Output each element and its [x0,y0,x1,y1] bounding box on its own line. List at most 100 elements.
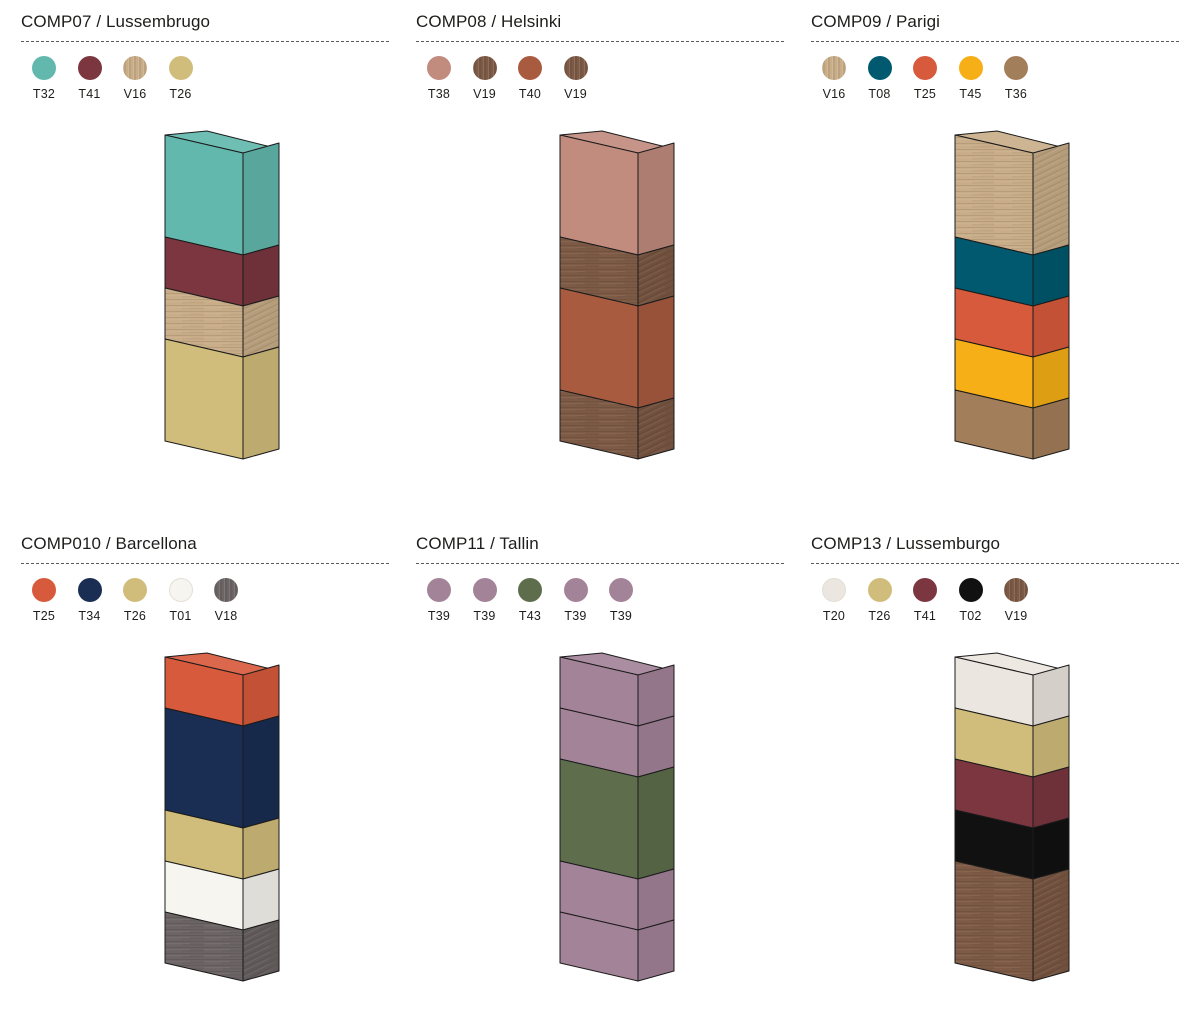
swatch-code-label: T26 [868,609,891,623]
color-swatch: T40 [507,54,553,110]
color-swatch: V16 [811,54,857,110]
module-side-face [242,715,280,829]
swatch-code-label: V18 [214,609,238,623]
swatch-color-dot [913,56,937,80]
title-divider [416,41,784,42]
composition-title: COMP13 / Lussemburgo [811,534,1001,553]
swatch-color-dot [822,578,846,602]
swatch-color-dot [427,56,451,80]
swatch-color-dot [77,578,102,602]
swatch-color-dot [77,56,102,80]
cabinet-module [954,656,1070,727]
composition-panel-comp09: COMP09 / Parigi V16 T08 T25 T45 T36 [811,0,1181,500]
color-swatch: T01 [158,576,204,632]
cabinet-module [164,656,280,727]
color-swatch: V16 [112,54,158,110]
swatch-code-label: T08 [868,87,891,101]
composition-title: COMP08 / Helsinki [416,12,562,31]
module-front-face [164,707,244,829]
module-side-face [242,142,280,256]
module-front-face [559,287,639,409]
cabinet-module [559,911,675,982]
composition-panel-comp010: COMP010 / Barcellona T25 T34 T26 T01 V18 [21,522,391,1022]
swatch-code-label: T39 [609,609,633,623]
color-swatch: T41 [67,54,113,110]
color-swatch: V19 [553,54,599,110]
cabinet-module [559,134,675,256]
swatch-color-dot [168,578,193,602]
swatch-code-label: T25 [32,609,56,623]
swatch-color-dot [518,56,542,80]
module-front-face [954,134,1034,256]
module-front-face [164,338,244,460]
color-swatch: T36 [993,54,1039,110]
color-swatch: T26 [857,576,903,632]
cabinet-illustration [164,130,280,460]
module-side-face [1032,664,1070,727]
color-swatch: T41 [902,576,948,632]
module-side-face [1032,346,1070,409]
cabinet-module [164,860,280,931]
color-swatch: T25 [902,54,948,110]
composition-title: COMP07 / Lussembrugo [21,12,211,31]
module-front-face [559,134,639,256]
swatch-code-label: T34 [78,609,101,623]
cabinet-module [164,911,280,982]
color-swatch: T43 [507,576,553,632]
swatch-code-label: T40 [518,87,542,101]
swatch-color-dot [1004,578,1028,602]
cabinet-module [954,860,1070,982]
cabinet-module [954,389,1070,460]
module-side-face [242,868,280,931]
cabinet-module [954,338,1070,409]
swatch-color-dot [472,56,497,80]
composition-panel-comp13: COMP13 / Lussemburgo T20 T26 T41 T02 V19 [811,522,1181,1022]
module-side-face [242,346,280,460]
swatch-code-label: T20 [822,609,846,623]
composition-title: COMP11 / Tallin [416,534,539,553]
composition-panel-comp08: COMP08 / Helsinki T38 V19 T40 V19 [416,0,786,500]
color-swatch: T39 [462,576,508,632]
title-divider [21,41,389,42]
color-swatch: T20 [811,576,857,632]
swatch-color-dot [518,578,542,602]
color-swatch: T26 [112,576,158,632]
cabinet-module [954,758,1070,829]
swatch-code-label: T39 [473,609,496,623]
cabinet-module [164,338,280,460]
swatch-color-dot [32,56,56,80]
title-divider [416,563,784,564]
swatch-color-dot [563,578,588,602]
cabinet-module [164,236,280,307]
color-swatch: V19 [993,576,1039,632]
composition-title: COMP010 / Barcellona [21,534,197,553]
cabinet-module [164,287,280,358]
cabinet-illustration [559,130,675,460]
cabinet-module [559,707,675,778]
color-swatch: T39 [598,576,644,632]
swatch-code-label: T01 [169,609,192,623]
cabinet-module [559,656,675,727]
module-front-face [954,860,1034,982]
swatch-color-dot [609,578,633,602]
cabinet-illustration [954,652,1070,982]
color-swatch: T45 [948,54,994,110]
module-side-face [242,244,280,307]
cabinet-module [954,287,1070,358]
cabinet-module [164,707,280,829]
composition-title: COMP09 / Parigi [811,12,941,31]
color-swatch: V19 [462,54,508,110]
swatch-code-label: T43 [518,609,542,623]
module-side-face [637,295,675,409]
cabinet-illustration [954,130,1070,460]
color-swatch: T02 [948,576,994,632]
color-swatch: T38 [416,54,462,110]
module-side-face [637,244,675,307]
cabinet-module [559,758,675,880]
swatch-code-label: T38 [427,87,451,101]
title-divider [811,563,1179,564]
swatch-code-label: T02 [959,609,982,623]
swatch-color-dot [214,578,238,602]
cabinet-module [954,134,1070,256]
title-divider [21,563,389,564]
